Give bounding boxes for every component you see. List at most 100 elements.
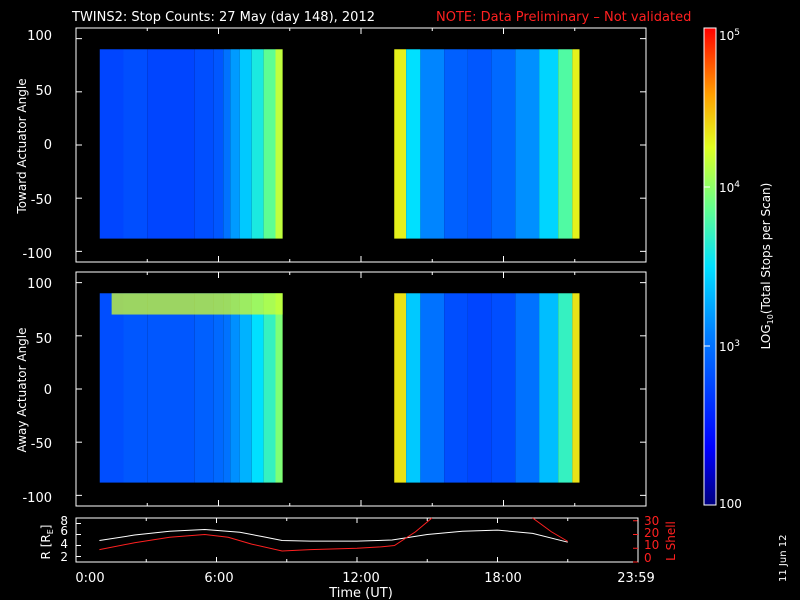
bottom-heatmap-column (213, 293, 224, 483)
top-heatmap-column (230, 49, 240, 239)
top-heatmap-column (194, 49, 214, 239)
cb-label-1e5: 105 (719, 28, 740, 43)
l-shell-line-segment2 (532, 517, 569, 542)
top-heatmap-column (123, 49, 148, 239)
top-heatmap-column (275, 49, 283, 239)
bottom-ytick-neg50: -50 (31, 437, 52, 452)
bottom-high-count-band (111, 293, 283, 315)
bottom-panel-ticks (75, 272, 647, 506)
top-heatmap-column (539, 49, 559, 239)
orbit-panel-frame (75, 517, 639, 563)
bottom-heatmap-column (558, 293, 573, 483)
bottom-ytick-50: 50 (35, 332, 52, 347)
top-heatmap-column (223, 49, 231, 239)
chart-title: TWINS2: Stop Counts: 27 May (day 148), 2… (71, 10, 375, 25)
bottom-heatmap-column (99, 293, 124, 483)
bottom-heatmap-column (491, 293, 516, 483)
top-ytick-neg50: -50 (31, 193, 52, 208)
top-ytick-50: 50 (35, 84, 52, 99)
bottom-heatmap-column (572, 293, 580, 483)
top-heatmap-column (99, 49, 124, 239)
l-tick-0: 0 (644, 551, 652, 565)
bottom-heatmap-column (171, 293, 195, 483)
bottom-ytick-neg100: -100 (22, 491, 52, 506)
colorbar-gradient (704, 28, 716, 505)
top-ytick-0: 0 (44, 138, 52, 153)
bottom-heatmap-cells (99, 293, 580, 483)
bottom-heatmap-column (223, 293, 231, 483)
preliminary-note: NOTE: Data Preliminary – Not validated (436, 10, 691, 25)
top-ytick-neg100: -100 (22, 247, 52, 262)
l-tick-20: 20 (644, 526, 659, 540)
bottom-heatmap-column (515, 293, 540, 483)
r-label-subscript: E (46, 529, 55, 534)
bottom-heatmap-panel: 100 50 0 -50 -100 Away Actuator Angle (15, 271, 647, 507)
xaxis-label: Time (UT) (328, 586, 393, 600)
cb-label-1e4: 104 (719, 180, 740, 195)
bottom-heatmap-column (467, 293, 492, 483)
top-heatmap-column (558, 49, 573, 239)
colorbar-label: LOG10(Total Stops per Scan) (759, 183, 775, 350)
xtick-0600: 6:00 (204, 571, 233, 586)
top-heatmap-column (406, 49, 421, 239)
bottom-heatmap-column (230, 293, 240, 483)
r-distance-line (99, 529, 568, 543)
bottom-heatmap-column (394, 293, 407, 483)
top-heatmap-column (515, 49, 540, 239)
date-stamp: 11 Jun 12 (778, 535, 789, 582)
r-label-text: R [R (39, 534, 53, 559)
bottom-heatmap-column (123, 293, 148, 483)
orbit-ticks (75, 518, 639, 563)
r-tick-8: 8 (60, 514, 68, 528)
colorbar-frame (703, 27, 717, 506)
bottom-heatmap-column (147, 293, 171, 483)
bottom-heatmap-column (239, 293, 252, 483)
top-heatmap-column (572, 49, 580, 239)
top-ylabel: Toward Actuator Angle (15, 78, 29, 214)
cb-label-1e3: 103 (719, 339, 740, 354)
top-heatmap-column (467, 49, 492, 239)
r-tick-4: 4 (60, 537, 68, 551)
top-heatmap-column (263, 49, 276, 239)
r-tick-2: 2 (60, 550, 68, 564)
bottom-heatmap-column (539, 293, 559, 483)
bottom-heatmap-column (194, 293, 214, 483)
bottom-ylabel: Away Actuator Angle (15, 327, 29, 452)
bottom-heatmap-column (275, 293, 283, 483)
top-heatmap-panel: 100 50 0 -50 -100 Toward Actuator Angle (15, 27, 647, 263)
top-ytick-100: 100 (27, 29, 52, 44)
top-panel-ticks (75, 28, 647, 262)
xtick-1200: 12:00 (342, 571, 379, 586)
bottom-heatmap-column (263, 293, 276, 483)
top-heatmap-column (171, 49, 195, 239)
l-tick-10: 10 (644, 538, 659, 552)
l-tick-30: 30 (644, 514, 659, 528)
bottom-heatmap-column (406, 293, 421, 483)
top-heatmap-column (394, 49, 407, 239)
bottom-heatmap-column (444, 293, 468, 483)
cb-label-100: 100 (719, 497, 742, 511)
l-shell-axis-label: L Shell (664, 521, 678, 561)
top-heatmap-cells (99, 49, 580, 239)
r-axis-label: R [RE] (39, 525, 55, 560)
top-heatmap-column (251, 49, 264, 239)
r-label-end: ] (39, 525, 53, 530)
bottom-heatmap-column (251, 293, 264, 483)
bottom-ytick-0: 0 (44, 383, 52, 398)
orbit-panel: 8 6 4 2 R [RE] 30 20 10 0 L Shell (39, 514, 678, 565)
l-shell-line (99, 517, 433, 552)
r-tick-6: 6 (60, 524, 68, 538)
top-heatmap-column (147, 49, 171, 239)
xtick-0000: 0:00 (75, 571, 104, 586)
top-heatmap-column (444, 49, 468, 239)
top-heatmap-column (491, 49, 516, 239)
top-heatmap-column (420, 49, 445, 239)
top-heatmap-column (239, 49, 252, 239)
bottom-heatmap-column (420, 293, 445, 483)
top-heatmap-column (213, 49, 224, 239)
xtick-1800: 18:00 (484, 571, 521, 586)
colorbar: 105 104 103 100 LOG10(Total Stops per Sc… (703, 27, 775, 511)
xtick-2359: 23:59 (617, 571, 654, 586)
bottom-ytick-100: 100 (27, 277, 52, 292)
